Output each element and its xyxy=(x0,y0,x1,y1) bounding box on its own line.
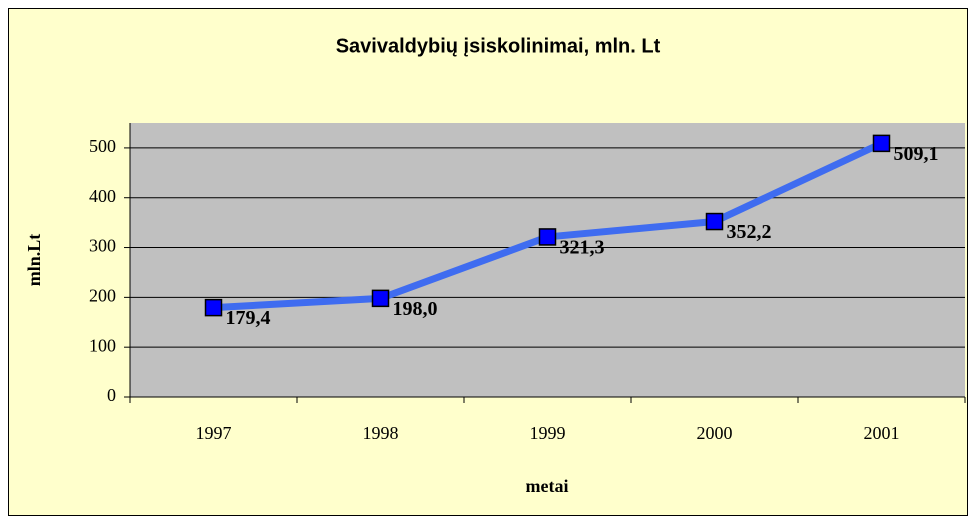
marker xyxy=(371,289,390,308)
data-label: 509,1 xyxy=(894,143,939,165)
y-tick-label: 300 xyxy=(89,236,116,256)
data-label: 352,2 xyxy=(727,221,772,243)
y-tick-label: 500 xyxy=(89,136,116,156)
y-axis-label: mln.Lt xyxy=(24,234,44,287)
y-tick-label: 400 xyxy=(89,186,116,206)
data-label: 321,3 xyxy=(560,237,605,259)
data-label: 198,0 xyxy=(393,298,438,320)
marker xyxy=(872,134,891,153)
x-axis-label: metai xyxy=(526,476,569,496)
y-tick-label: 200 xyxy=(89,285,116,305)
y-tick-label: 0 xyxy=(107,385,116,405)
x-tick-label: 2000 xyxy=(697,423,733,443)
chart-title: Savivaldybių įsiskolinimai, mln. Lt xyxy=(336,35,661,57)
x-tick-label: 1999 xyxy=(530,423,566,443)
marker xyxy=(705,212,724,231)
data-label: 179,4 xyxy=(226,307,271,329)
y-tick-label: 100 xyxy=(89,335,116,355)
marker xyxy=(204,298,223,317)
marker xyxy=(538,228,557,246)
x-tick-label: 2001 xyxy=(864,423,900,443)
x-tick-label: 1997 xyxy=(196,423,232,443)
x-tick-label: 1998 xyxy=(363,423,399,443)
